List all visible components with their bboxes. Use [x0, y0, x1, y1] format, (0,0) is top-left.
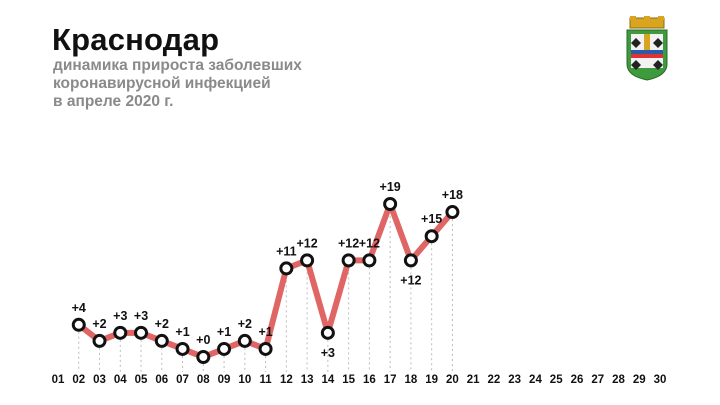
x-tick-label: 23 — [508, 374, 521, 386]
x-tick-label: 03 — [93, 374, 106, 386]
x-tick-label: 02 — [72, 374, 85, 386]
x-tick-label: 17 — [384, 374, 397, 386]
x-tick-label: 08 — [197, 374, 210, 386]
data-label: +3 — [113, 309, 127, 323]
x-tick-label: 10 — [238, 374, 251, 386]
data-point — [92, 333, 107, 348]
data-label: +12 — [296, 236, 317, 250]
x-tick-label: 09 — [218, 374, 231, 386]
subtitle-line-3: в апреле 2020 г. — [53, 93, 174, 110]
data-label: +2 — [92, 317, 106, 331]
data-point — [154, 333, 169, 348]
data-label: +1 — [217, 325, 231, 339]
data-label: +3 — [321, 346, 335, 360]
data-point — [71, 317, 86, 332]
data-point — [341, 253, 356, 268]
data-label: +0 — [196, 333, 210, 347]
chart-subtitle: динамика прироста заболевших коронавирус… — [53, 57, 302, 111]
x-tick-label: 15 — [342, 374, 355, 386]
x-tick-label: 25 — [550, 374, 563, 386]
x-tick-label: 05 — [135, 374, 148, 386]
x-tick-label: 26 — [571, 374, 584, 386]
chart-title: Краснодар — [52, 22, 220, 57]
data-label: +11 — [276, 244, 297, 258]
data-label: +2 — [238, 317, 252, 331]
x-tick-label: 18 — [404, 374, 417, 386]
data-label: +3 — [134, 309, 148, 323]
data-point — [258, 341, 273, 356]
coat-of-arms-icon — [622, 16, 672, 82]
data-point — [300, 253, 315, 268]
x-tick-label: 04 — [114, 374, 127, 386]
data-point — [383, 197, 398, 211]
data-point — [237, 333, 252, 348]
data-point — [196, 350, 211, 364]
data-label: +12 — [338, 236, 359, 250]
data-point — [217, 341, 232, 356]
x-tick-label: 20 — [446, 374, 459, 386]
x-tick-label: 29 — [633, 374, 646, 386]
x-tick-label: 30 — [654, 374, 667, 386]
data-point — [320, 325, 335, 340]
data-label: +15 — [421, 212, 442, 226]
data-label: +1 — [175, 325, 189, 339]
x-tick-label: 11 — [260, 374, 273, 386]
subtitle-line-1: динамика прироста заболевших — [53, 57, 302, 74]
x-tick-label: 12 — [280, 374, 293, 386]
data-point — [279, 261, 294, 276]
data-label: +1 — [258, 325, 272, 339]
data-point — [445, 205, 460, 220]
x-tick-label: 19 — [425, 374, 438, 386]
x-tick-label: 24 — [529, 374, 542, 386]
x-tick-label: 22 — [488, 374, 501, 386]
x-tick-label: 14 — [321, 374, 334, 386]
data-point — [175, 341, 190, 356]
x-tick-label: 01 — [52, 374, 65, 386]
x-tick-label: 07 — [176, 374, 189, 386]
x-tick-label: 16 — [363, 374, 376, 386]
data-label: +4 — [72, 301, 86, 315]
x-tick-label: 28 — [612, 374, 625, 386]
data-point — [403, 253, 418, 268]
x-tick-label: 06 — [155, 374, 168, 386]
data-label: +18 — [442, 188, 463, 202]
data-label: +19 — [380, 180, 401, 194]
x-tick-label: 27 — [591, 374, 604, 386]
data-label: +12 — [400, 273, 421, 287]
data-label: +12 — [359, 236, 380, 250]
subtitle-line-2: коронавирусной инфекцией — [53, 75, 271, 92]
x-tick-label: 13 — [301, 374, 314, 386]
data-point — [113, 325, 128, 340]
data-point — [424, 229, 439, 244]
data-point — [362, 253, 377, 268]
x-tick-label: 21 — [467, 374, 480, 386]
data-label: +2 — [155, 317, 169, 331]
data-point — [134, 325, 149, 340]
